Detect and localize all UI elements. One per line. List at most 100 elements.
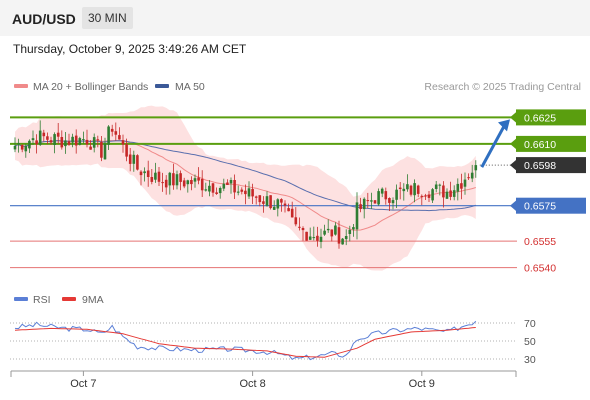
- candle-body: [377, 191, 380, 205]
- candle-body: [89, 146, 92, 150]
- candle-body: [442, 185, 445, 198]
- candle-body: [290, 208, 294, 218]
- candle-body: [28, 140, 31, 149]
- rsi-level-label: 50: [524, 336, 536, 348]
- time-axis: Oct 7 Oct 8 Oct 9: [10, 370, 517, 390]
- pivot-label: 0.6575: [524, 201, 556, 213]
- ma50-legend-swatch: [155, 84, 169, 88]
- current-price-label: 0.6598: [524, 160, 556, 172]
- resistance-label: 0.6610: [524, 139, 556, 151]
- candle-body: [20, 145, 24, 150]
- candle-body: [280, 199, 283, 203]
- pivot-label-box: [516, 197, 586, 214]
- candle-body: [434, 184, 438, 189]
- rsi-level-label: 70: [524, 318, 536, 330]
- candle-body: [276, 199, 280, 209]
- candle-body: [395, 189, 398, 200]
- candle-body: [71, 136, 74, 143]
- candle-body: [301, 228, 305, 231]
- candle-body: [190, 180, 193, 185]
- current-price-box: [516, 157, 586, 174]
- candle-body: [233, 180, 236, 193]
- candle-body: [179, 173, 182, 182]
- candle-body: [445, 191, 449, 199]
- candle-body: [467, 177, 470, 179]
- candle-body: [258, 195, 262, 203]
- timeframe-badge[interactable]: 30 MIN: [82, 7, 133, 29]
- candle-body: [229, 180, 233, 184]
- candle-body: [92, 137, 96, 148]
- candle-body: [323, 230, 326, 235]
- candle-body: [319, 236, 323, 242]
- candle-body: [344, 236, 348, 240]
- candle-body: [56, 132, 60, 137]
- candle-body: [193, 178, 197, 182]
- candle-body: [121, 140, 125, 145]
- chart-datetime: Thursday, October 9, 2025 3:49:26 AM CET: [13, 42, 247, 56]
- candle-body: [316, 235, 319, 241]
- candle-body: [402, 188, 406, 192]
- candle-body: [384, 191, 388, 200]
- candle-body: [388, 198, 391, 203]
- candle-body: [305, 231, 308, 241]
- candles: [13, 120, 478, 249]
- candle-body: [13, 145, 17, 150]
- rsi-legend: RSI 9MA: [14, 294, 104, 306]
- candle-body: [197, 177, 200, 181]
- candle-body: [452, 190, 456, 197]
- credit-text: Research © 2025 Trading Central: [424, 81, 581, 93]
- candle-body: [283, 203, 287, 206]
- candle-body: [463, 179, 467, 187]
- candle-body: [413, 183, 416, 196]
- candle-body: [265, 196, 269, 206]
- candle-body: [182, 180, 186, 187]
- candle-body: [215, 192, 218, 194]
- level-labels: 0.6625 0.6610 0.6598 0.6575 0.6555 0.6540: [510, 109, 586, 275]
- candle-body: [175, 174, 179, 186]
- candle-body: [370, 200, 373, 202]
- candle-body: [24, 145, 28, 152]
- candle-body: [416, 185, 420, 194]
- candle-body: [424, 195, 427, 197]
- candle-body: [272, 206, 276, 210]
- candle-body: [164, 179, 168, 188]
- candle-body: [82, 139, 85, 141]
- ma50-legend-label: MA 50: [175, 81, 205, 93]
- rsi-level-label: 30: [524, 354, 536, 366]
- candle-body: [240, 189, 244, 192]
- candle-body: [204, 189, 208, 191]
- candle-body: [308, 236, 312, 240]
- candle-body: [312, 237, 316, 239]
- candle-body: [114, 131, 118, 135]
- candle-body: [154, 172, 157, 180]
- rsi-panel: 70 50 30: [10, 318, 536, 366]
- candle-body: [96, 139, 100, 141]
- candle-body: [31, 138, 35, 141]
- candle-body: [150, 177, 154, 182]
- candle-body: [118, 135, 121, 140]
- candle-body: [391, 200, 395, 204]
- support-label: 0.6540: [524, 263, 556, 275]
- candle-body: [35, 140, 38, 145]
- x-tick-label: Oct 9: [409, 378, 435, 390]
- candle-body: [334, 225, 337, 235]
- candle-body: [431, 189, 434, 201]
- candle-body: [470, 172, 474, 179]
- forecast-arrow-shaft: [480, 123, 507, 168]
- candle-body: [247, 188, 251, 197]
- candle-body: [128, 154, 132, 164]
- candle-body: [438, 184, 442, 186]
- candle-body: [67, 141, 71, 145]
- candle-body: [74, 135, 78, 146]
- candle-body: [200, 178, 204, 191]
- candle-body: [341, 238, 344, 245]
- candle-body: [125, 144, 128, 157]
- rsi-ma9-line: [14, 327, 476, 358]
- candle-body: [60, 137, 64, 148]
- candle-body: [100, 141, 103, 158]
- candle-body: [348, 229, 352, 234]
- resistance-label-box: [516, 135, 586, 152]
- candle-body: [362, 198, 366, 210]
- candle-body: [110, 128, 114, 132]
